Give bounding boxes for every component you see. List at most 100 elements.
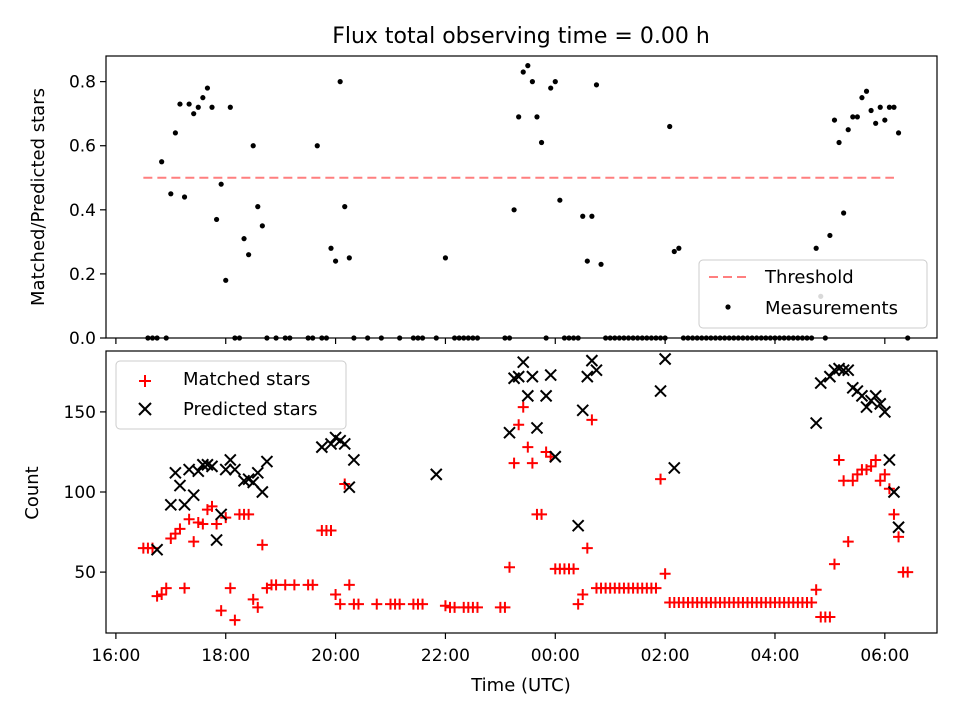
x-tick-label: 00:00 [531, 646, 580, 666]
predicted-star-point [658, 352, 672, 366]
measurement-point [703, 335, 709, 341]
measurement-point [676, 245, 682, 251]
measurement-point [877, 104, 883, 110]
measurement-point [310, 335, 316, 341]
measurement-point [731, 335, 737, 341]
legend-measurements-swatch [725, 304, 731, 310]
matched-star-point [252, 601, 264, 613]
measurement-point [511, 207, 517, 213]
measurement-point [191, 111, 197, 117]
bottom-y-tick-label: 50 [74, 563, 96, 583]
matched-star-point [508, 457, 520, 469]
measurement-point [287, 335, 293, 341]
measurement-point [822, 335, 828, 341]
predicted-star-point [576, 404, 589, 417]
matched-star-point [334, 598, 346, 610]
measurement-point [186, 101, 192, 107]
measurement-point [685, 335, 691, 341]
measurement-point [841, 210, 847, 216]
matched-star-point [659, 568, 671, 580]
predicted-star-point [315, 440, 329, 454]
matched-star-point [526, 457, 538, 469]
matched-star-point [183, 513, 195, 525]
predicted-star-point [837, 364, 850, 377]
measurement-point [525, 63, 531, 69]
matched-star-point [504, 561, 516, 573]
top-y-tick-label: 0.4 [69, 201, 96, 221]
matched-star-point [307, 579, 319, 591]
measurement-point [790, 335, 796, 341]
matched-star-point [256, 539, 268, 551]
matched-star-point [156, 589, 168, 601]
bottom-legend: Matched stars Predicted stars [115, 360, 347, 430]
matched-star-point [371, 598, 383, 610]
predicted-star-point [260, 455, 274, 468]
matched-star-point [536, 508, 548, 520]
measurement-point [776, 335, 783, 341]
measurements-series [145, 63, 911, 341]
matched-star-point [499, 601, 511, 613]
matched-star-point [650, 582, 662, 594]
top-y-tick-label: 0.0 [69, 329, 96, 349]
matched-star-point [522, 441, 534, 453]
predicted-star-point [878, 405, 892, 419]
measurement-point [662, 335, 668, 341]
matched-star-point [417, 598, 429, 610]
matched-star-point [847, 475, 859, 487]
measurement-point [195, 104, 201, 110]
matched-star-point [288, 579, 300, 591]
measurement-point [419, 335, 426, 341]
measurement-point [722, 335, 728, 341]
measurement-point [232, 335, 238, 341]
predicted-star-point [246, 476, 260, 489]
predicted-star-point [173, 479, 187, 492]
measurement-point [653, 335, 659, 341]
predicted-star-point [860, 400, 873, 414]
x-tick-label: 16:00 [91, 646, 140, 666]
matched-star-point [842, 536, 854, 548]
matched-star-point [833, 454, 845, 466]
matched-star-point [330, 589, 342, 601]
measurement-point [465, 335, 471, 341]
measurement-point [543, 335, 549, 341]
measurement-point [786, 335, 792, 341]
measurement-point [415, 335, 421, 341]
top-y-tick-label: 0.2 [69, 265, 96, 285]
measurement-point [470, 335, 476, 341]
measurement-point [836, 139, 842, 146]
measurement-point [795, 335, 801, 341]
legend-threshold-label: Threshold [764, 267, 854, 288]
predicted-star-point [521, 389, 535, 403]
measurement-point [831, 117, 838, 123]
measurement-point [886, 104, 892, 110]
measurement-point [181, 194, 188, 200]
matched-star-point [581, 542, 593, 554]
predicted-star-point [192, 464, 205, 478]
measurement-point [337, 79, 343, 85]
matched-star-point [806, 597, 818, 609]
measurement-point [845, 127, 851, 133]
measurement-point [863, 88, 870, 94]
measurement-point [717, 335, 723, 341]
measurement-point [740, 335, 746, 341]
predicted-star-point [210, 533, 223, 547]
predicted-star-point [526, 370, 539, 383]
matched-star-point [902, 566, 914, 578]
measurement-point [378, 335, 384, 341]
measurement-point [648, 335, 654, 341]
measurement-point [699, 335, 705, 341]
predicted-star-point [549, 450, 562, 463]
measurement-point [758, 335, 764, 341]
predicted-star-point [668, 461, 681, 475]
top-panel: 0.00.20.40.60.8 Matched/Predicted stars … [28, 55, 938, 349]
legend-matched-swatch [139, 375, 151, 387]
measurement-point [767, 335, 773, 341]
matched-star-point [888, 508, 900, 520]
measurement-point [442, 255, 449, 261]
measurement-point [744, 335, 751, 341]
predicted-star-point [503, 426, 516, 439]
matched-star-point [879, 468, 891, 480]
matched-star-point [215, 605, 227, 617]
predicted-star-point [544, 368, 557, 382]
predicted-stars-series [150, 352, 905, 556]
